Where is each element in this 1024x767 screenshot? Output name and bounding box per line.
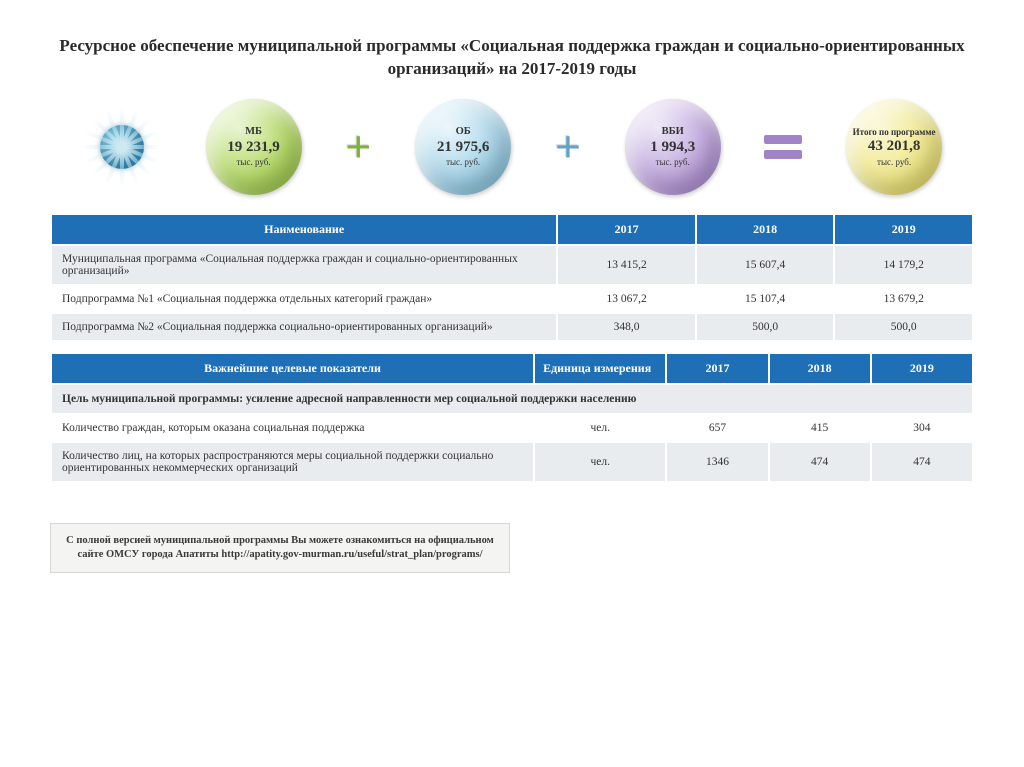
column-header: 2018 bbox=[697, 215, 834, 244]
table-header-row: Наименование201720182019 bbox=[52, 215, 972, 244]
row-name: Количество граждан, которым оказана соци… bbox=[52, 415, 533, 441]
bubble-total-unit: тыс. руб. bbox=[877, 157, 911, 167]
cell: 657 bbox=[667, 415, 767, 441]
row-name: Подпрограмма №2 «Социальная поддержка со… bbox=[52, 314, 556, 340]
cell: 474 bbox=[872, 443, 972, 481]
cell: 13 679,2 bbox=[835, 286, 972, 312]
row-name: Муниципальная программа «Социальная подд… bbox=[52, 246, 556, 284]
footer-note: С полной версией муниципальной программы… bbox=[50, 523, 510, 573]
bubble-vbi: ВБИ 1 994,3 тыс. руб. bbox=[625, 99, 721, 195]
cell: 1346 bbox=[667, 443, 767, 481]
equals-icon bbox=[764, 135, 802, 159]
bubble-total: Итого по программе 43 201,8 тыс. руб. bbox=[846, 99, 942, 195]
column-header: Важнейшие целевые показатели bbox=[52, 354, 533, 383]
column-header: 2019 bbox=[872, 354, 972, 383]
indicators-table: Важнейшие целевые показателиЕдиница изме… bbox=[50, 352, 974, 483]
bubble-mb: МБ 19 231,9 тыс. руб. bbox=[206, 99, 302, 195]
cell: 304 bbox=[872, 415, 972, 441]
cell: 13 067,2 bbox=[558, 286, 695, 312]
budget-equation: МБ 19 231,9 тыс. руб. + ОБ 21 975,6 тыс.… bbox=[50, 99, 974, 195]
bubble-mb-label: МБ bbox=[245, 126, 262, 138]
funding-table: Наименование201720182019 Муниципальная п… bbox=[50, 213, 974, 342]
cell: чел. bbox=[535, 415, 665, 441]
row-name: Подпрограмма №1 «Социальная поддержка от… bbox=[52, 286, 556, 312]
column-header: 2018 bbox=[770, 354, 870, 383]
table-row: Количество лиц, на которых распространяю… bbox=[52, 443, 972, 481]
bubble-ob: ОБ 21 975,6 тыс. руб. bbox=[415, 99, 511, 195]
bubble-mb-unit: тыс. руб. bbox=[236, 157, 270, 167]
plus-icon: + bbox=[345, 124, 371, 170]
goal-row: Цель муниципальной программы: усиление а… bbox=[52, 385, 972, 413]
table-header-row: Важнейшие целевые показателиЕдиница изме… bbox=[52, 354, 972, 383]
cell: чел. bbox=[535, 443, 665, 481]
table-row: Подпрограмма №1 «Социальная поддержка от… bbox=[52, 286, 972, 312]
table-row: Подпрограмма №2 «Социальная поддержка со… bbox=[52, 314, 972, 340]
row-name: Количество лиц, на которых распространяю… bbox=[52, 443, 533, 481]
bubble-vbi-value: 1 994,3 bbox=[650, 139, 695, 156]
cell: 500,0 bbox=[697, 314, 834, 340]
bubble-ob-label: ОБ bbox=[456, 126, 471, 138]
cell: 348,0 bbox=[558, 314, 695, 340]
table-row: Муниципальная программа «Социальная подд… bbox=[52, 246, 972, 284]
cell: 13 415,2 bbox=[558, 246, 695, 284]
sun-icon bbox=[82, 107, 162, 187]
bubble-total-value: 43 201,8 bbox=[868, 138, 921, 155]
cell: 415 bbox=[770, 415, 870, 441]
column-header: Наименование bbox=[52, 215, 556, 244]
plus-icon: + bbox=[555, 124, 581, 170]
goal-text: Цель муниципальной программы: усиление а… bbox=[52, 385, 972, 413]
column-header: 2019 bbox=[835, 215, 972, 244]
bubble-ob-unit: тыс. руб. bbox=[446, 157, 480, 167]
cell: 15 607,4 bbox=[697, 246, 834, 284]
cell: 500,0 bbox=[835, 314, 972, 340]
column-header: 2017 bbox=[667, 354, 767, 383]
cell: 15 107,4 bbox=[697, 286, 834, 312]
cell: 474 bbox=[770, 443, 870, 481]
bubble-mb-value: 19 231,9 bbox=[227, 139, 280, 156]
cell: 14 179,2 bbox=[835, 246, 972, 284]
page-title: Ресурсное обеспечение муниципальной прог… bbox=[50, 35, 974, 81]
bubble-total-label: Итого по программе bbox=[853, 127, 936, 137]
column-header: 2017 bbox=[558, 215, 695, 244]
bubble-vbi-unit: тыс. руб. bbox=[656, 157, 690, 167]
table-row: Количество граждан, которым оказана соци… bbox=[52, 415, 972, 441]
bubble-vbi-label: ВБИ bbox=[662, 126, 684, 138]
column-header: Единица измерения bbox=[535, 354, 665, 383]
bubble-ob-value: 21 975,6 bbox=[437, 139, 490, 156]
